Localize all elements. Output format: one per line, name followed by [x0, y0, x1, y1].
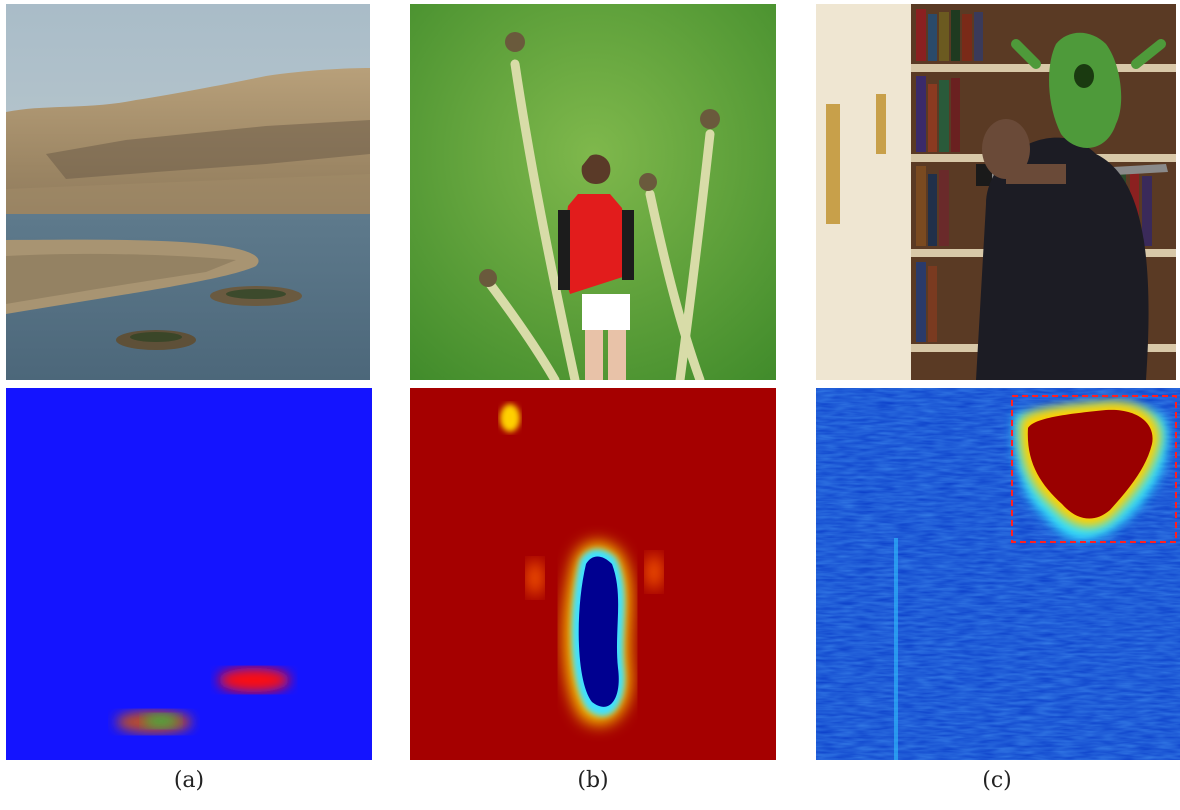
heatmap-a — [6, 388, 372, 760]
photo-b-girl-dandelions — [410, 4, 776, 380]
heatmap-c — [816, 388, 1180, 760]
caption-b: (b) — [577, 768, 609, 793]
heatmap-b — [410, 388, 776, 760]
caption-a: (a) — [173, 768, 205, 793]
photo-c-library-selfie — [816, 4, 1176, 380]
photo-a-landscape — [6, 4, 370, 380]
caption-c: (c) — [982, 768, 1012, 793]
